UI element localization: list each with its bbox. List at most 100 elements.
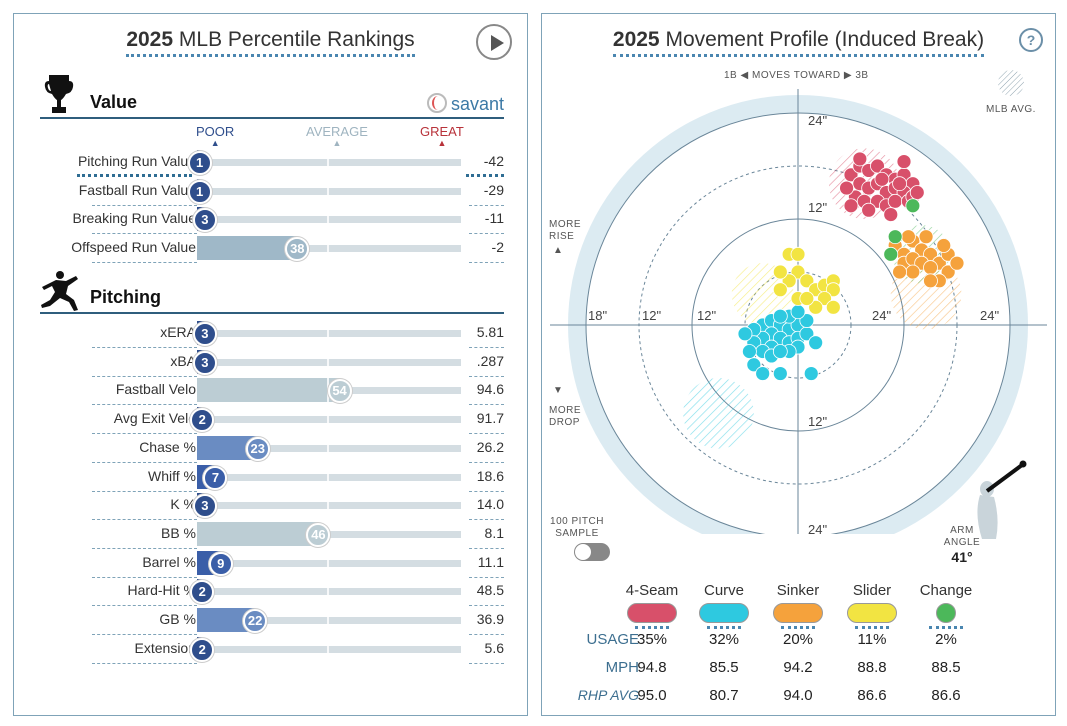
stat-value: 8.1 <box>484 524 504 541</box>
stat-row[interactable]: Whiff % 7 18.6 <box>14 462 529 492</box>
stat-row[interactable]: GB % 22 36.9 <box>14 605 529 635</box>
legend-item[interactable]: 4-Seam <box>617 582 687 629</box>
row-divider-right <box>469 404 504 406</box>
legend-item[interactable]: Change <box>911 582 981 629</box>
pitch-point[interactable] <box>781 273 797 289</box>
pitch-point[interactable] <box>772 282 788 298</box>
stat-row[interactable]: Fastball Run Value 1 -29 <box>14 176 529 206</box>
pitch-point[interactable] <box>923 273 938 289</box>
legend-item[interactable]: Curve <box>689 582 759 629</box>
row-divider-left <box>92 662 197 664</box>
pitch-point[interactable] <box>901 229 916 245</box>
stat-row[interactable]: Fastball Velo 54 94.6 <box>14 375 529 406</box>
table-cell: 2% <box>935 631 957 648</box>
pitch-point[interactable] <box>790 304 806 320</box>
pitch-point[interactable] <box>772 264 788 280</box>
stat-average-marker <box>327 493 329 518</box>
pitch-point[interactable] <box>918 229 934 245</box>
pitch-point[interactable] <box>887 193 903 209</box>
pitch-point[interactable] <box>799 273 815 289</box>
pitch-point[interactable] <box>825 282 841 298</box>
pitch-point[interactable] <box>772 344 788 359</box>
pitch-point[interactable] <box>852 151 868 167</box>
stat-value: -11 <box>484 210 504 227</box>
help-icon[interactable]: ? <box>1019 28 1043 52</box>
pitch-point[interactable] <box>905 264 921 280</box>
pitch-point[interactable] <box>755 366 771 381</box>
row-divider-left <box>92 519 197 521</box>
stat-average-marker <box>327 636 329 661</box>
pitch-point[interactable] <box>799 291 815 306</box>
percentile-badge: 2 <box>190 408 215 433</box>
stat-value: .287 <box>476 352 504 369</box>
percentile-badge: 54 <box>327 379 352 404</box>
savant-logo[interactable]: savant <box>426 93 504 115</box>
row-divider-right <box>469 433 504 435</box>
pitch-point[interactable] <box>892 176 907 192</box>
pitch-point[interactable] <box>742 344 757 359</box>
pitch-point[interactable] <box>825 299 841 315</box>
stat-name: Hard-Hit % <box>127 582 196 599</box>
pitch-point[interactable] <box>870 158 885 174</box>
stat-row[interactable]: xERA 3 5.81 <box>14 318 529 348</box>
pitch-point[interactable] <box>874 171 890 187</box>
pitch-point[interactable] <box>949 255 965 271</box>
pitch-point[interactable] <box>772 308 788 324</box>
stat-row[interactable]: K % 3 14.0 <box>14 490 529 521</box>
stat-row[interactable]: Offspeed Run Value 38 -2 <box>14 233 529 264</box>
legend-item[interactable]: Sinker <box>763 582 833 629</box>
pitch-point[interactable] <box>803 366 819 381</box>
pitch-point[interactable] <box>843 198 859 214</box>
pitch-point[interactable] <box>790 264 806 280</box>
stat-name: BB % <box>160 524 196 541</box>
stat-row[interactable]: Barrel % 9 11.1 <box>14 548 529 578</box>
pitch-point[interactable] <box>790 246 806 262</box>
stat-row[interactable]: Extension 2 5.6 <box>14 634 529 664</box>
sample-toggle[interactable] <box>574 543 610 561</box>
table-cell: 94.2 <box>783 659 813 676</box>
pitch-point[interactable] <box>843 167 859 183</box>
pitch-point[interactable] <box>892 264 907 280</box>
pitch-name: Change <box>919 582 973 599</box>
axis-label: 24" <box>808 522 827 534</box>
pitch-point[interactable] <box>905 198 921 214</box>
axis-label: 12" <box>808 414 827 429</box>
stat-track <box>197 502 461 510</box>
pitch-point[interactable] <box>808 299 824 315</box>
axis-label: 24" <box>980 308 999 323</box>
pitch-point[interactable] <box>909 185 925 200</box>
arm-angle-pitcher-icon <box>977 460 1027 539</box>
stat-row[interactable]: Pitching Run Value 1 -42 <box>14 147 529 177</box>
row-divider-right <box>469 233 504 235</box>
pitch-point[interactable] <box>839 180 854 196</box>
pitch-point[interactable] <box>896 154 912 169</box>
stat-row[interactable]: BB % 46 8.1 <box>14 519 529 549</box>
pitch-point[interactable] <box>936 238 952 253</box>
row-divider-right <box>469 605 504 607</box>
stat-row[interactable]: Avg Exit Velo 2 91.7 <box>14 404 529 435</box>
pitch-point[interactable] <box>883 246 899 262</box>
table-cell: 94.8 <box>637 659 667 676</box>
pitch-point[interactable] <box>808 335 824 351</box>
pitch-point[interactable] <box>799 313 815 328</box>
pitch-point[interactable] <box>817 291 832 306</box>
pitch-point[interactable] <box>883 207 899 222</box>
pitch-point[interactable] <box>737 326 753 342</box>
play-button[interactable] <box>476 24 512 60</box>
pitch-point[interactable] <box>940 264 956 280</box>
pitch-point[interactable] <box>772 366 788 381</box>
table-cell: 94.0 <box>783 687 813 704</box>
toggle-knob <box>575 544 591 560</box>
pitch-point[interactable] <box>887 229 903 245</box>
row-divider-left <box>92 433 197 435</box>
stat-row[interactable]: Breaking Run Value 3 -11 <box>14 204 529 235</box>
pitch-point[interactable] <box>861 202 877 218</box>
stat-row[interactable]: xBA 3 .287 <box>14 347 529 377</box>
pitch-point[interactable] <box>746 357 762 373</box>
pitch-point[interactable] <box>923 260 938 275</box>
stat-row[interactable]: Hard-Hit % 2 48.5 <box>14 576 529 607</box>
legend-item[interactable]: Slider <box>837 582 907 629</box>
stat-row[interactable]: Chase % 23 26.2 <box>14 433 529 463</box>
sample-label: 100 PITCH SAMPLE <box>550 516 604 539</box>
row-divider-right <box>469 519 504 521</box>
